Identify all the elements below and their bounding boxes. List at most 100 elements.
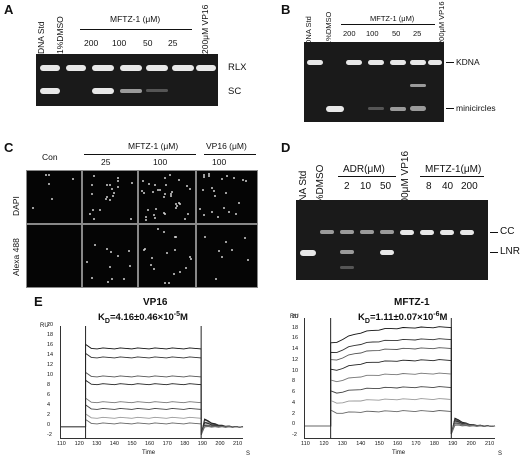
nucleus-dot [130, 181, 133, 184]
lane-label-dna-std: DNA Std [36, 21, 46, 54]
nucleus-dot [116, 176, 119, 179]
y-tick-label: 6 [47, 392, 51, 398]
micrograph [82, 170, 138, 224]
gel-band [380, 250, 394, 255]
gel-band [326, 106, 344, 112]
nucleus-dot [215, 277, 218, 280]
x-tick-label: 180 [429, 441, 439, 447]
nucleus-dot [93, 244, 96, 247]
nucleus-dot [178, 203, 181, 206]
gel-band [40, 88, 60, 94]
y-tick-label: 0 [47, 422, 51, 428]
panel-letter-d: D [281, 140, 291, 155]
y-tick-label: 6 [292, 389, 296, 396]
gel-band [300, 250, 316, 256]
y-tick-label: 2 [292, 410, 296, 417]
gel-band [146, 89, 168, 92]
gel-band [390, 60, 406, 65]
nucleus-dot [237, 202, 240, 205]
lane-label-dmso: 1%DMSO [324, 11, 333, 45]
nucleus-dot [145, 218, 148, 221]
micrograph [196, 224, 258, 288]
y-tick-label: 14 [292, 346, 299, 353]
nucleus-dot [170, 194, 173, 197]
y-unit-label: RU [40, 323, 49, 329]
band-pointer [490, 232, 498, 233]
y-tick-label: 18 [47, 332, 54, 338]
y-tick-label: 0 [292, 421, 296, 428]
panel-letter-c: C [4, 140, 14, 155]
nucleus-dot [90, 184, 93, 187]
nucleus-dot [187, 212, 190, 215]
gel-band [92, 88, 114, 94]
gel-band [307, 60, 323, 65]
x-tick-label: 170 [411, 441, 421, 447]
gel-band [196, 65, 216, 71]
conc-label: 50 [392, 29, 401, 38]
sensorgram-curve [61, 404, 244, 435]
micrograph [196, 170, 258, 224]
conc-label: 25 [413, 29, 422, 38]
y-tick-label: -2 [47, 432, 52, 438]
y-tick-label: 20 [292, 314, 299, 320]
nucleus-dot [48, 183, 51, 186]
nucleus-dot [217, 215, 220, 218]
nucleus-dot [108, 183, 111, 186]
nucleus-dot [88, 213, 91, 216]
nucleus-dot [144, 215, 147, 218]
nucleus-dot [143, 247, 146, 250]
nucleus-dot [225, 241, 228, 244]
y-tick-label: 10 [292, 367, 299, 374]
nucleus-dot [217, 250, 220, 253]
group-label-mftz: MFTZ-1 (μM) [110, 14, 161, 24]
nucleus-dot [213, 189, 216, 192]
nucleus-dot [220, 178, 223, 181]
gel-band [320, 230, 334, 234]
gel-band [92, 65, 114, 71]
nucleus-dot [147, 209, 150, 212]
nucleus-dot [211, 186, 214, 189]
nucleus-dot [111, 195, 114, 198]
gel-image [304, 42, 444, 122]
group-label-mftz: MFTZ-1 (μM) [128, 141, 179, 151]
nucleus-dot [157, 189, 160, 192]
nucleus-dot [203, 176, 206, 179]
nucleus-dot [170, 193, 173, 196]
y-tick-label: 10 [47, 372, 54, 378]
nucleus-dot [211, 211, 214, 214]
gel-band [410, 106, 426, 111]
nucleus-dot [50, 198, 53, 201]
nucleus-dot [178, 202, 181, 205]
x-tick-label: 160 [393, 441, 403, 447]
nucleus-dot [174, 236, 177, 239]
nucleus-dot [154, 183, 157, 186]
nucleus-dot [44, 174, 47, 177]
y-tick-label: 18 [292, 324, 299, 331]
nucleus-dot [117, 185, 120, 188]
x-unit-label: S [246, 451, 251, 457]
y-tick-label: 4 [47, 402, 51, 408]
lane-label-vp16: 200μM VP16 [200, 4, 210, 54]
x-tick-label: 110 [301, 441, 310, 447]
x-tick-label: 170 [162, 441, 172, 447]
x-tick-label: 210 [233, 441, 243, 447]
gel-image [36, 54, 218, 106]
x-tick-label: 140 [109, 441, 119, 447]
gel-band [460, 230, 474, 235]
nucleus-dot [175, 206, 178, 209]
gel-band [400, 230, 414, 235]
x-tick-label: 190 [448, 441, 458, 447]
nucleus-dot [203, 173, 206, 176]
x-tick-label: 150 [127, 441, 137, 447]
x-tick-label: 180 [180, 441, 190, 447]
adr-conc-label: 10 [360, 181, 372, 192]
gel-band [410, 60, 426, 65]
nucleus-dot [86, 260, 89, 263]
nucleus-dot [241, 179, 244, 182]
nucleus-dot [163, 213, 166, 216]
nucleus-dot [178, 179, 181, 182]
column-label-conc: 100 [153, 157, 168, 167]
nucleus-dot [188, 187, 191, 190]
conc-label: 25 [168, 38, 178, 48]
nucleus-dot [106, 196, 109, 199]
